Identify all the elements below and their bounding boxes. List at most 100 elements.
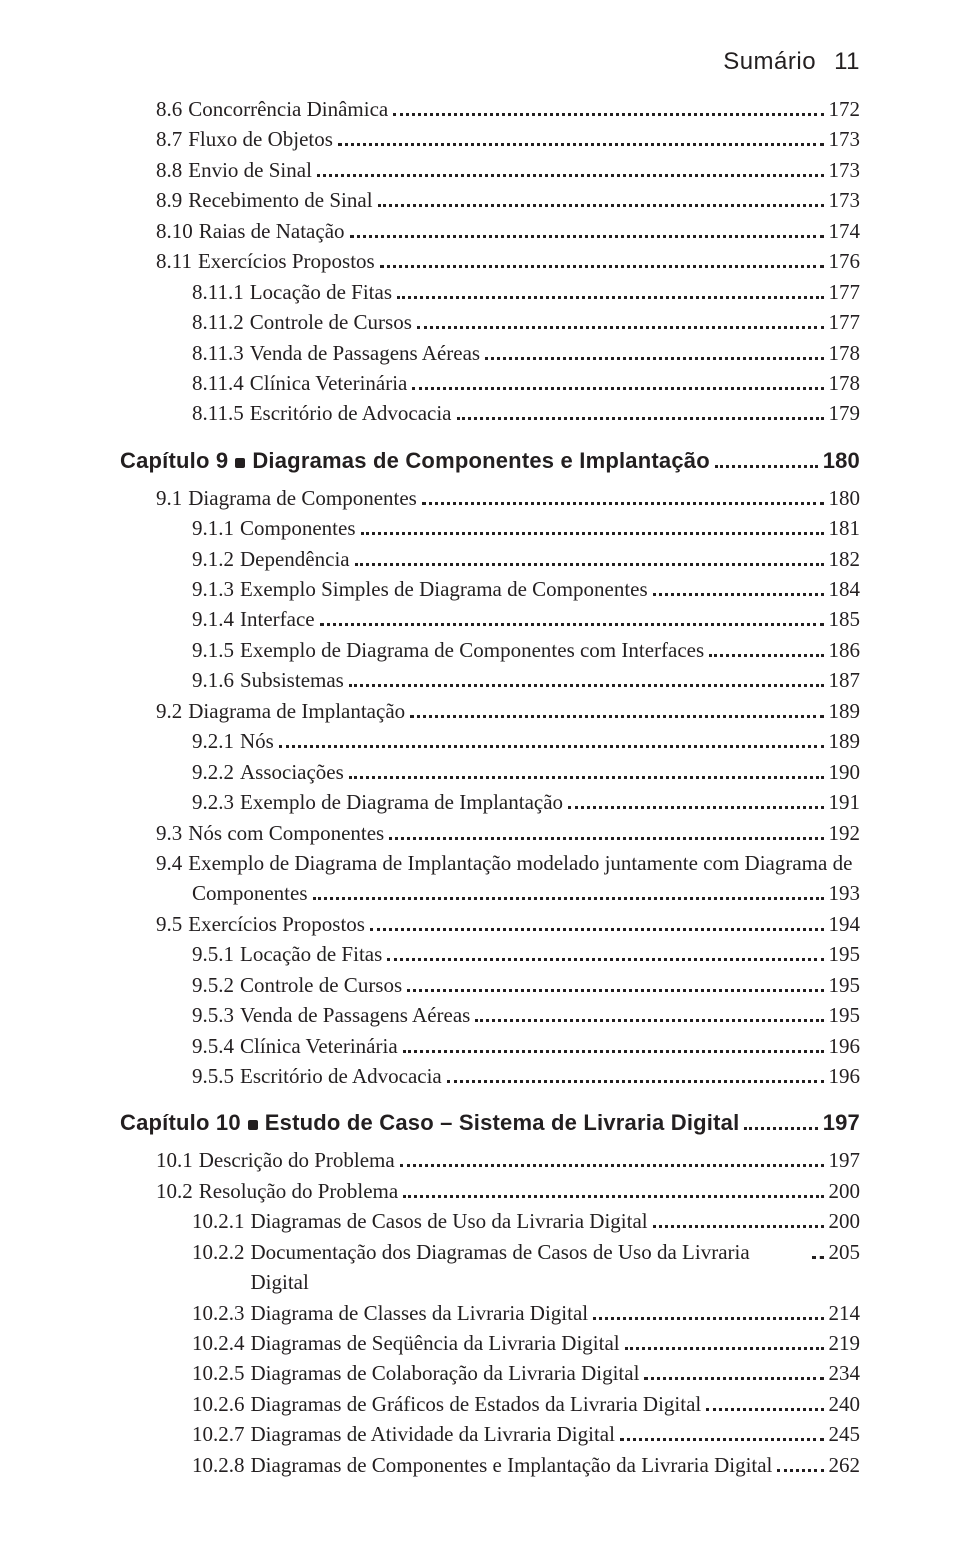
dot-leader [653,1211,824,1229]
page-number: 190 [829,757,861,787]
toc-entry: 8.11.4Clínica Veterinária178 [120,368,860,398]
entry-number: 9.1.3 [192,574,234,604]
toc-entry: 10.2.6Diagramas de Gráficos de Estados d… [120,1389,860,1419]
entry-number: 9.1.1 [192,513,234,543]
entry-label: Diagramas de Casos de Uso da Livraria Di… [251,1206,648,1236]
toc-entry: 9.5.4Clínica Veterinária 196 [120,1031,860,1061]
entry-number: 10.2.6 [192,1389,245,1419]
dot-leader [417,311,824,329]
dot-leader [320,609,824,627]
toc-entry: 8.11.1Locação de Fitas177 [120,277,860,307]
chapter-prefix: Capítulo 10 [120,1107,241,1139]
page-number: 200 [829,1176,861,1206]
page-number: 196 [829,1031,861,1061]
header-title: Sumário [723,48,816,76]
entry-number: 8.6 [156,94,182,124]
chapter-prefix: Capítulo 9 [120,445,228,477]
entry-label: Nós com Componentes [188,818,384,848]
page-number: 189 [829,696,861,726]
entry-number: 9.1.6 [192,665,234,695]
toc-chapter: Capítulo 10Estudo de Caso – Sistema de L… [120,1107,860,1139]
page-number: 180 [829,483,861,513]
toc-entry: 10.2Resolução do Problema200 [120,1176,860,1206]
toc-entry: 9.5Exercícios Propostos194 [120,909,860,939]
entry-number: 10.2.2 [192,1237,245,1267]
page-number: 189 [829,726,861,756]
page-number: 197 [829,1145,861,1175]
page-number: 219 [829,1328,861,1358]
entry-number: 9.1 [156,483,182,513]
entry-label: Controle de Cursos [250,307,412,337]
dot-leader [313,883,824,901]
entry-number: 9.1.2 [192,544,234,574]
entry-label: Controle de Cursos [240,970,402,1000]
entry-label: Clínica Veterinária [250,368,408,398]
page-number: 177 [829,277,861,307]
square-bullet-icon [235,458,245,468]
toc-entry: 10.2.8Diagramas de Componentes e Implant… [120,1450,860,1480]
page-number: 182 [829,544,861,574]
entry-number: 10.1 [156,1145,193,1175]
entry-number: 9.1.5 [192,635,234,665]
entry-number: 8.11.2 [192,307,244,337]
dot-leader [355,548,824,566]
entry-label: Envio de Sinal [188,155,312,185]
entry-number: 8.11.5 [192,398,244,428]
toc-entry: 9.1.5Exemplo de Diagrama de Componentes … [120,635,860,665]
dot-leader [744,1112,817,1130]
dot-leader [715,449,818,467]
entry-number: 10.2.8 [192,1450,245,1480]
page-number: 240 [829,1389,861,1419]
entry-label: Diagramas de Componentes e Implantação d… [251,1450,773,1480]
toc-entry: 8.11.2Controle de Cursos177 [120,307,860,337]
toc-entry: 9.1.2Dependência182 [120,544,860,574]
dot-leader [457,403,824,421]
entry-label: Concorrência Dinâmica [188,94,388,124]
page-number: 195 [829,970,861,1000]
toc-entry: 9.4Exemplo de Diagrama de Implantação mo… [120,848,860,909]
dot-leader [361,517,824,535]
page-number: 192 [829,818,861,848]
entry-label: Diagrama de Implantação [188,696,405,726]
dot-leader [349,761,824,779]
entry-label: Diagrama de Classes da Livraria Digital [251,1298,589,1328]
entry-number: 9.2.1 [192,726,234,756]
dot-leader [447,1065,824,1083]
toc-entry: 9.3Nós com Componentes192 [120,818,860,848]
entry-number: 9.1.4 [192,604,234,634]
dot-leader [317,159,824,177]
dot-leader [777,1454,823,1472]
toc-entry: 10.2.3Diagrama de Classes da Livraria Di… [120,1298,860,1328]
toc-entry: 9.1.3Exemplo Simples de Diagrama de Comp… [120,574,860,604]
dot-leader [475,1004,823,1022]
entry-number: 8.8 [156,155,182,185]
page-number: 181 [829,513,861,543]
dot-leader [653,578,824,596]
page-number: 234 [829,1358,861,1388]
table-of-contents: 8.6Concorrência Dinâmica1728.7Fluxo de O… [120,94,860,1480]
entry-number: 9.5 [156,909,182,939]
entry-label: Exemplo de Diagrama de Componentes com I… [240,635,704,665]
toc-entry: 8.11.5Escritório de Advocacia179 [120,398,860,428]
entry-number: 9.5.4 [192,1031,234,1061]
page-number: 173 [829,124,861,154]
page-number: 191 [829,787,861,817]
toc-entry: 9.1Diagrama de Componentes180 [120,483,860,513]
entry-number: 8.11.1 [192,277,244,307]
toc-entry: 10.2.2Documentação dos Diagramas de Caso… [120,1237,860,1298]
dot-leader [812,1241,824,1259]
toc-entry: 8.6Concorrência Dinâmica172 [120,94,860,124]
page-number: 185 [829,604,861,634]
dot-leader [410,700,823,718]
dot-leader [644,1363,823,1381]
entry-number: 8.11.3 [192,338,244,368]
toc-entry: 10.2.5Diagramas de Colaboração da Livrar… [120,1358,860,1388]
toc-entry: 10.2.1Diagramas de Casos de Uso da Livra… [120,1206,860,1236]
entry-label: Subsistemas [240,665,344,695]
toc-entry: 9.1.6Subsistemas187 [120,665,860,695]
entry-number: 10.2.4 [192,1328,245,1358]
entry-number: 9.2.3 [192,787,234,817]
dot-leader [397,281,823,299]
entry-number: 10.2.5 [192,1358,245,1388]
entry-label: Clínica Veterinária [240,1031,398,1061]
